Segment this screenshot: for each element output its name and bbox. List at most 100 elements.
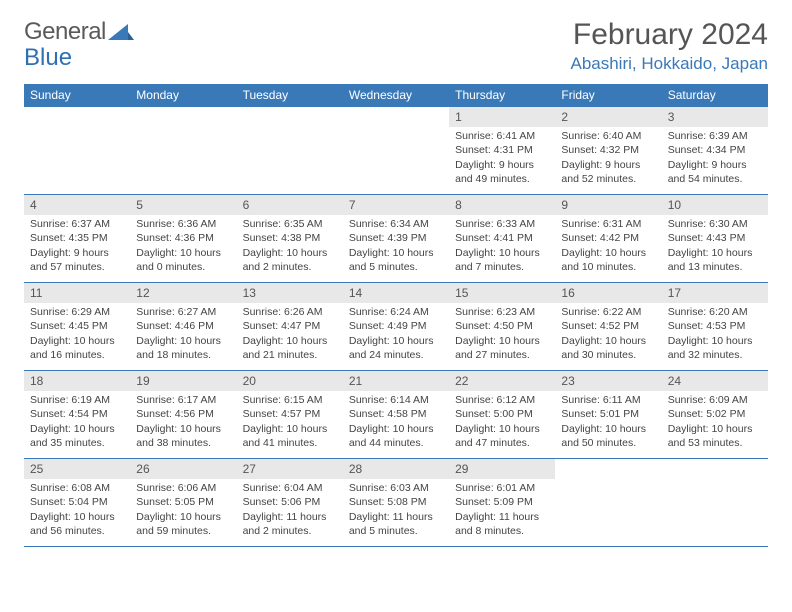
sunrise-line: Sunrise: 6:12 AM	[455, 393, 549, 407]
day-header: Friday	[555, 84, 661, 107]
title-block: February 2024 Abashiri, Hokkaido, Japan	[570, 18, 768, 74]
sunrise-line: Sunrise: 6:30 AM	[668, 217, 762, 231]
daylight-line: Daylight: 11 hours and 8 minutes.	[455, 510, 549, 538]
calendar-cell: 26 Sunrise: 6:06 AMSunset: 5:05 PMDayligh…	[130, 459, 236, 547]
calendar-cell: 14Sunrise: 6:24 AMSunset: 4:49 PMDayligh…	[343, 283, 449, 371]
day-number: 28	[343, 459, 449, 479]
daylight-line: Daylight: 10 hours and 7 minutes.	[455, 246, 549, 274]
sunset-line: Sunset: 4:56 PM	[136, 407, 230, 421]
sunset-line: Sunset: 4:38 PM	[243, 231, 337, 245]
sunrise-line: Sunrise: 6:29 AM	[30, 305, 124, 319]
calendar-cell	[24, 107, 130, 195]
cell-body: Sunrise: 6:12 AMSunset: 5:00 PMDaylight:…	[449, 393, 555, 452]
sunset-line: Sunset: 4:58 PM	[349, 407, 443, 421]
daylight-line: Daylight: 9 hours and 54 minutes.	[668, 158, 762, 186]
day-number: 12	[130, 283, 236, 303]
day-number: 5	[130, 195, 236, 215]
day-number: 27	[237, 459, 343, 479]
cell-body: Sunrise: 6:22 AMSunset: 4:52 PMDaylight:…	[555, 305, 661, 364]
sunset-line: Sunset: 4:57 PM	[243, 407, 337, 421]
day-number: 29	[449, 459, 555, 479]
sunset-line: Sunset: 4:36 PM	[136, 231, 230, 245]
calendar-cell: 9Sunrise: 6:31 AMSunset: 4:42 PMDaylight…	[555, 195, 661, 283]
sunset-line: Sunset: 5:08 PM	[349, 495, 443, 509]
sunrise-line: Sunrise: 6:35 AM	[243, 217, 337, 231]
cell-body: Sunrise: 6:17 AMSunset: 4:56 PMDaylight:…	[130, 393, 236, 452]
sunset-line: Sunset: 4:35 PM	[30, 231, 124, 245]
sunrise-line: Sunrise: 6:34 AM	[349, 217, 443, 231]
sunrise-line: Sunrise: 6:06 AM	[136, 481, 230, 495]
sunrise-line: Sunrise: 6:09 AM	[668, 393, 762, 407]
sunrise-line: Sunrise: 6:17 AM	[136, 393, 230, 407]
cell-body: Sunrise: 6:36 AMSunset: 4:36 PMDaylight:…	[130, 217, 236, 276]
sunset-line: Sunset: 4:49 PM	[349, 319, 443, 333]
calendar-cell: 28Sunrise: 6:03 AMSunset: 5:08 PMDayligh…	[343, 459, 449, 547]
sunrise-line: Sunrise: 6:22 AM	[561, 305, 655, 319]
calendar-cell: 21Sunrise: 6:14 AMSunset: 4:58 PMDayligh…	[343, 371, 449, 459]
daylight-line: Daylight: 10 hours and 30 minutes.	[561, 334, 655, 362]
sunrise-line: Sunrise: 6:27 AM	[136, 305, 230, 319]
calendar-cell: 16Sunrise: 6:22 AMSunset: 4:52 PMDayligh…	[555, 283, 661, 371]
sunset-line: Sunset: 4:46 PM	[136, 319, 230, 333]
calendar-cell: 6 Sunrise: 6:35 AMSunset: 4:38 PMDaylight…	[237, 195, 343, 283]
cell-body: Sunrise: 6:19 AMSunset: 4:54 PMDaylight:…	[24, 393, 130, 452]
sunrise-line: Sunrise: 6:33 AM	[455, 217, 549, 231]
sunrise-line: Sunrise: 6:23 AM	[455, 305, 549, 319]
daylight-line: Daylight: 10 hours and 2 minutes.	[243, 246, 337, 274]
cell-body: Sunrise: 6:40 AMSunset: 4:32 PMDaylight:…	[555, 129, 661, 188]
cell-body: Sunrise: 6:14 AMSunset: 4:58 PMDaylight:…	[343, 393, 449, 452]
location: Abashiri, Hokkaido, Japan	[570, 54, 768, 74]
daylight-line: Daylight: 10 hours and 21 minutes.	[243, 334, 337, 362]
sunrise-line: Sunrise: 6:20 AM	[668, 305, 762, 319]
cell-body: Sunrise: 6:27 AMSunset: 4:46 PMDaylight:…	[130, 305, 236, 364]
day-number: 18	[24, 371, 130, 391]
sunrise-line: Sunrise: 6:37 AM	[30, 217, 124, 231]
day-number: 26	[130, 459, 236, 479]
day-number: 15	[449, 283, 555, 303]
daylight-line: Daylight: 10 hours and 56 minutes.	[30, 510, 124, 538]
sunrise-line: Sunrise: 6:04 AM	[243, 481, 337, 495]
calendar-cell: 10Sunrise: 6:30 AMSunset: 4:43 PMDayligh…	[662, 195, 768, 283]
cell-body: Sunrise: 6:31 AMSunset: 4:42 PMDaylight:…	[555, 217, 661, 276]
daylight-line: Daylight: 9 hours and 49 minutes.	[455, 158, 549, 186]
calendar-cell	[555, 459, 661, 547]
sunset-line: Sunset: 4:34 PM	[668, 143, 762, 157]
day-number: 6	[237, 195, 343, 215]
calendar-head: SundayMondayTuesdayWednesdayThursdayFrid…	[24, 84, 768, 107]
cell-body: Sunrise: 6:15 AMSunset: 4:57 PMDaylight:…	[237, 393, 343, 452]
calendar-cell: 29Sunrise: 6:01 AMSunset: 5:09 PMDayligh…	[449, 459, 555, 547]
daylight-line: Daylight: 10 hours and 32 minutes.	[668, 334, 762, 362]
header: General February 2024 Abashiri, Hokkaido…	[24, 18, 768, 74]
cell-body: Sunrise: 6:33 AMSunset: 4:41 PMDaylight:…	[449, 217, 555, 276]
daylight-line: Daylight: 10 hours and 13 minutes.	[668, 246, 762, 274]
sunrise-line: Sunrise: 6:40 AM	[561, 129, 655, 143]
sunset-line: Sunset: 5:06 PM	[243, 495, 337, 509]
sunset-line: Sunset: 4:45 PM	[30, 319, 124, 333]
day-number: 21	[343, 371, 449, 391]
daylight-line: Daylight: 10 hours and 53 minutes.	[668, 422, 762, 450]
calendar-body: 1Sunrise: 6:41 AMSunset: 4:31 PMDaylight…	[24, 107, 768, 547]
calendar-cell: 7Sunrise: 6:34 AMSunset: 4:39 PMDaylight…	[343, 195, 449, 283]
month-title: February 2024	[570, 18, 768, 52]
cell-body: Sunrise: 6:26 AMSunset: 4:47 PMDaylight:…	[237, 305, 343, 364]
day-header: Sunday	[24, 84, 130, 107]
day-header: Monday	[130, 84, 236, 107]
day-number: 23	[555, 371, 661, 391]
logo: General	[24, 18, 134, 46]
daylight-line: Daylight: 10 hours and 59 minutes.	[136, 510, 230, 538]
calendar-cell: 27Sunrise: 6:04 AMSunset: 5:06 PMDayligh…	[237, 459, 343, 547]
calendar-cell: 19Sunrise: 6:17 AMSunset: 4:56 PMDayligh…	[130, 371, 236, 459]
day-number: 20	[237, 371, 343, 391]
calendar-cell: 15Sunrise: 6:23 AMSunset: 4:50 PMDayligh…	[449, 283, 555, 371]
sunset-line: Sunset: 5:05 PM	[136, 495, 230, 509]
sunset-line: Sunset: 5:00 PM	[455, 407, 549, 421]
daylight-line: Daylight: 10 hours and 5 minutes.	[349, 246, 443, 274]
daylight-line: Daylight: 9 hours and 52 minutes.	[561, 158, 655, 186]
sunset-line: Sunset: 4:32 PM	[561, 143, 655, 157]
sunrise-line: Sunrise: 6:24 AM	[349, 305, 443, 319]
calendar-cell	[130, 107, 236, 195]
calendar-cell: 5Sunrise: 6:36 AMSunset: 4:36 PMDaylight…	[130, 195, 236, 283]
day-header: Wednesday	[343, 84, 449, 107]
logo-text-1: General	[24, 18, 106, 46]
day-header: Saturday	[662, 84, 768, 107]
